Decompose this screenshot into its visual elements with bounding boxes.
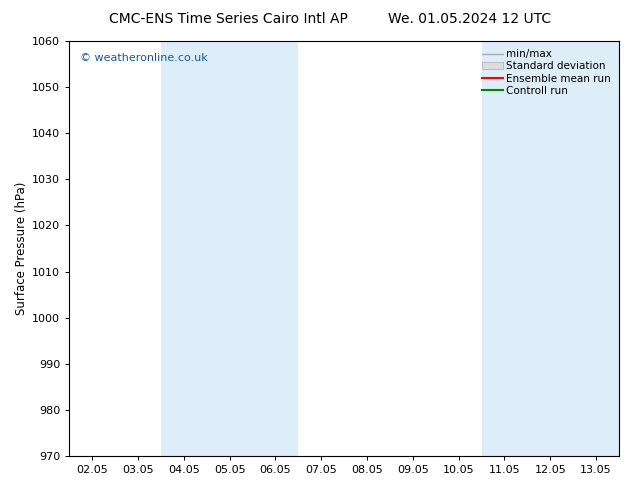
Text: We. 01.05.2024 12 UTC: We. 01.05.2024 12 UTC bbox=[387, 12, 551, 26]
Y-axis label: Surface Pressure (hPa): Surface Pressure (hPa) bbox=[15, 182, 28, 315]
Bar bbox=[482, 41, 634, 456]
Text: © weatheronline.co.uk: © weatheronline.co.uk bbox=[81, 53, 208, 64]
Bar bbox=[161, 41, 299, 456]
Text: CMC-ENS Time Series Cairo Intl AP: CMC-ENS Time Series Cairo Intl AP bbox=[109, 12, 347, 26]
Legend: min/max, Standard deviation, Ensemble mean run, Controll run: min/max, Standard deviation, Ensemble me… bbox=[479, 46, 614, 99]
